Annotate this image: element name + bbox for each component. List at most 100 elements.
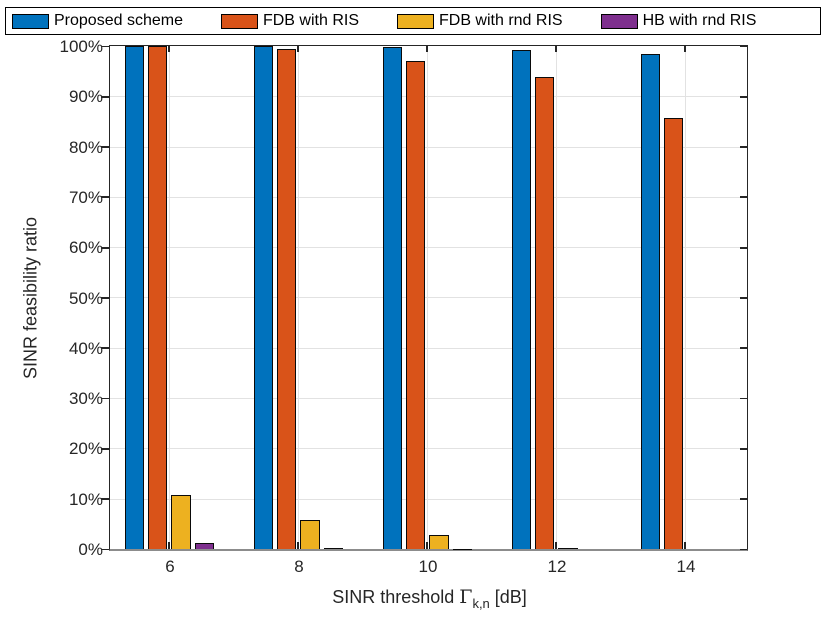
legend-color-swatch <box>600 13 638 29</box>
y-tick-label: 50% <box>68 288 103 308</box>
h-gridline <box>110 398 748 399</box>
bar <box>276 48 297 550</box>
y-tick-label: 20% <box>68 439 103 459</box>
x-tick-label: 8 <box>294 557 304 576</box>
gamma-subscript: k,n <box>472 596 490 611</box>
x-tick-label: 12 <box>547 557 567 576</box>
v-gridline <box>168 46 170 550</box>
y-tick-left <box>101 498 110 500</box>
bar <box>124 46 145 550</box>
v-gridline <box>555 46 557 550</box>
bar <box>171 495 191 550</box>
y-tick-left <box>101 196 110 199</box>
y-tick-right <box>740 297 748 299</box>
y-tick-left <box>101 297 110 299</box>
h-gridline <box>110 347 748 349</box>
x-tick-top <box>168 46 171 53</box>
y-tick-label: 90% <box>68 87 103 107</box>
bar <box>640 54 661 550</box>
x-tick-bottom <box>168 542 171 550</box>
y-tick-right <box>740 246 748 249</box>
legend-label: Proposed scheme <box>54 12 183 29</box>
bar <box>534 76 555 550</box>
plot-inner <box>101 45 748 551</box>
legend-color-swatch <box>220 13 258 29</box>
legend-item: Proposed scheme <box>12 12 183 30</box>
y-tick-right <box>740 95 748 98</box>
bar <box>405 61 426 550</box>
y-tick-label: 30% <box>68 389 103 409</box>
bar <box>382 47 403 550</box>
x-tick-top <box>297 46 300 53</box>
x-tick-bottom <box>297 542 300 550</box>
x-tick-bottom <box>684 542 687 550</box>
y-tick-right <box>740 498 748 500</box>
y-tick-right <box>740 397 748 400</box>
legend-label: FDB with RIS <box>262 12 359 29</box>
x-tick-label: 6 <box>165 557 175 576</box>
y-tick-left <box>101 447 110 450</box>
y-tick-label: 10% <box>68 489 103 509</box>
y-tick-left <box>101 548 110 551</box>
bar <box>147 46 168 550</box>
legend-color-swatch <box>396 13 434 29</box>
h-gridline <box>110 498 748 500</box>
x-tick-top <box>426 46 429 53</box>
y-tick-label: 60% <box>68 238 103 258</box>
y-tick-left <box>101 246 110 249</box>
h-gridline <box>110 448 748 450</box>
h-gridline <box>110 297 748 299</box>
bar <box>663 117 684 550</box>
legend-label: FDB with rnd RIS <box>438 12 563 29</box>
v-gridline <box>684 46 686 550</box>
h-gridline <box>110 196 748 198</box>
x-tick-bottom <box>426 542 429 550</box>
v-gridline <box>426 46 428 550</box>
y-tick-left <box>101 45 110 48</box>
bar <box>511 50 532 550</box>
y-tick-label: 80% <box>68 137 103 157</box>
x-tick-label: 10 <box>418 557 438 576</box>
y-tick-left <box>101 347 110 350</box>
legend-label: HB with rnd RIS <box>642 12 757 29</box>
bar <box>558 547 578 550</box>
x-axis-label-unit: [dB] <box>489 587 527 607</box>
y-tick-label: 70% <box>68 187 103 207</box>
gamma-symbol: Γ <box>459 586 473 608</box>
bar <box>300 520 320 550</box>
h-gridline <box>110 247 748 249</box>
legend-item: FDB with RIS <box>220 12 359 30</box>
y-tick-right <box>740 45 748 48</box>
x-tick-top <box>555 46 558 53</box>
y-tick-left <box>101 146 110 148</box>
y-tick-right <box>740 548 748 551</box>
x-tick-bottom <box>555 542 558 550</box>
plot-area <box>101 45 749 552</box>
x-tick-label: 14 <box>676 557 696 576</box>
y-tick-label: 100% <box>59 37 103 56</box>
y-tick-left <box>101 397 110 400</box>
y-tick-right <box>740 196 748 199</box>
bar <box>429 535 449 550</box>
legend-item: FDB with rnd RIS <box>396 12 563 30</box>
bar <box>452 548 473 550</box>
y-tick-left <box>101 95 110 98</box>
y-tick-right <box>740 447 748 450</box>
bar <box>194 542 215 550</box>
y-tick-right <box>740 146 748 148</box>
x-tick-top <box>684 46 687 53</box>
y-tick-label: 0% <box>78 540 103 559</box>
v-gridline <box>297 46 299 550</box>
legend-color-swatch <box>12 13 49 29</box>
legend-item: HB with rnd RIS <box>600 12 757 30</box>
legend: Proposed scheme FDB with RIS FDB with rnd … <box>5 7 821 35</box>
h-gridline <box>110 146 748 148</box>
x-axis-label: SINR threshold Γk,n [dB] <box>111 586 748 611</box>
bar <box>323 547 344 550</box>
y-tick-label: 40% <box>68 338 103 358</box>
y-tick-right <box>740 347 748 350</box>
h-gridline <box>110 96 748 98</box>
x-axis-label-text: SINR threshold <box>332 587 460 607</box>
bar <box>253 46 274 550</box>
